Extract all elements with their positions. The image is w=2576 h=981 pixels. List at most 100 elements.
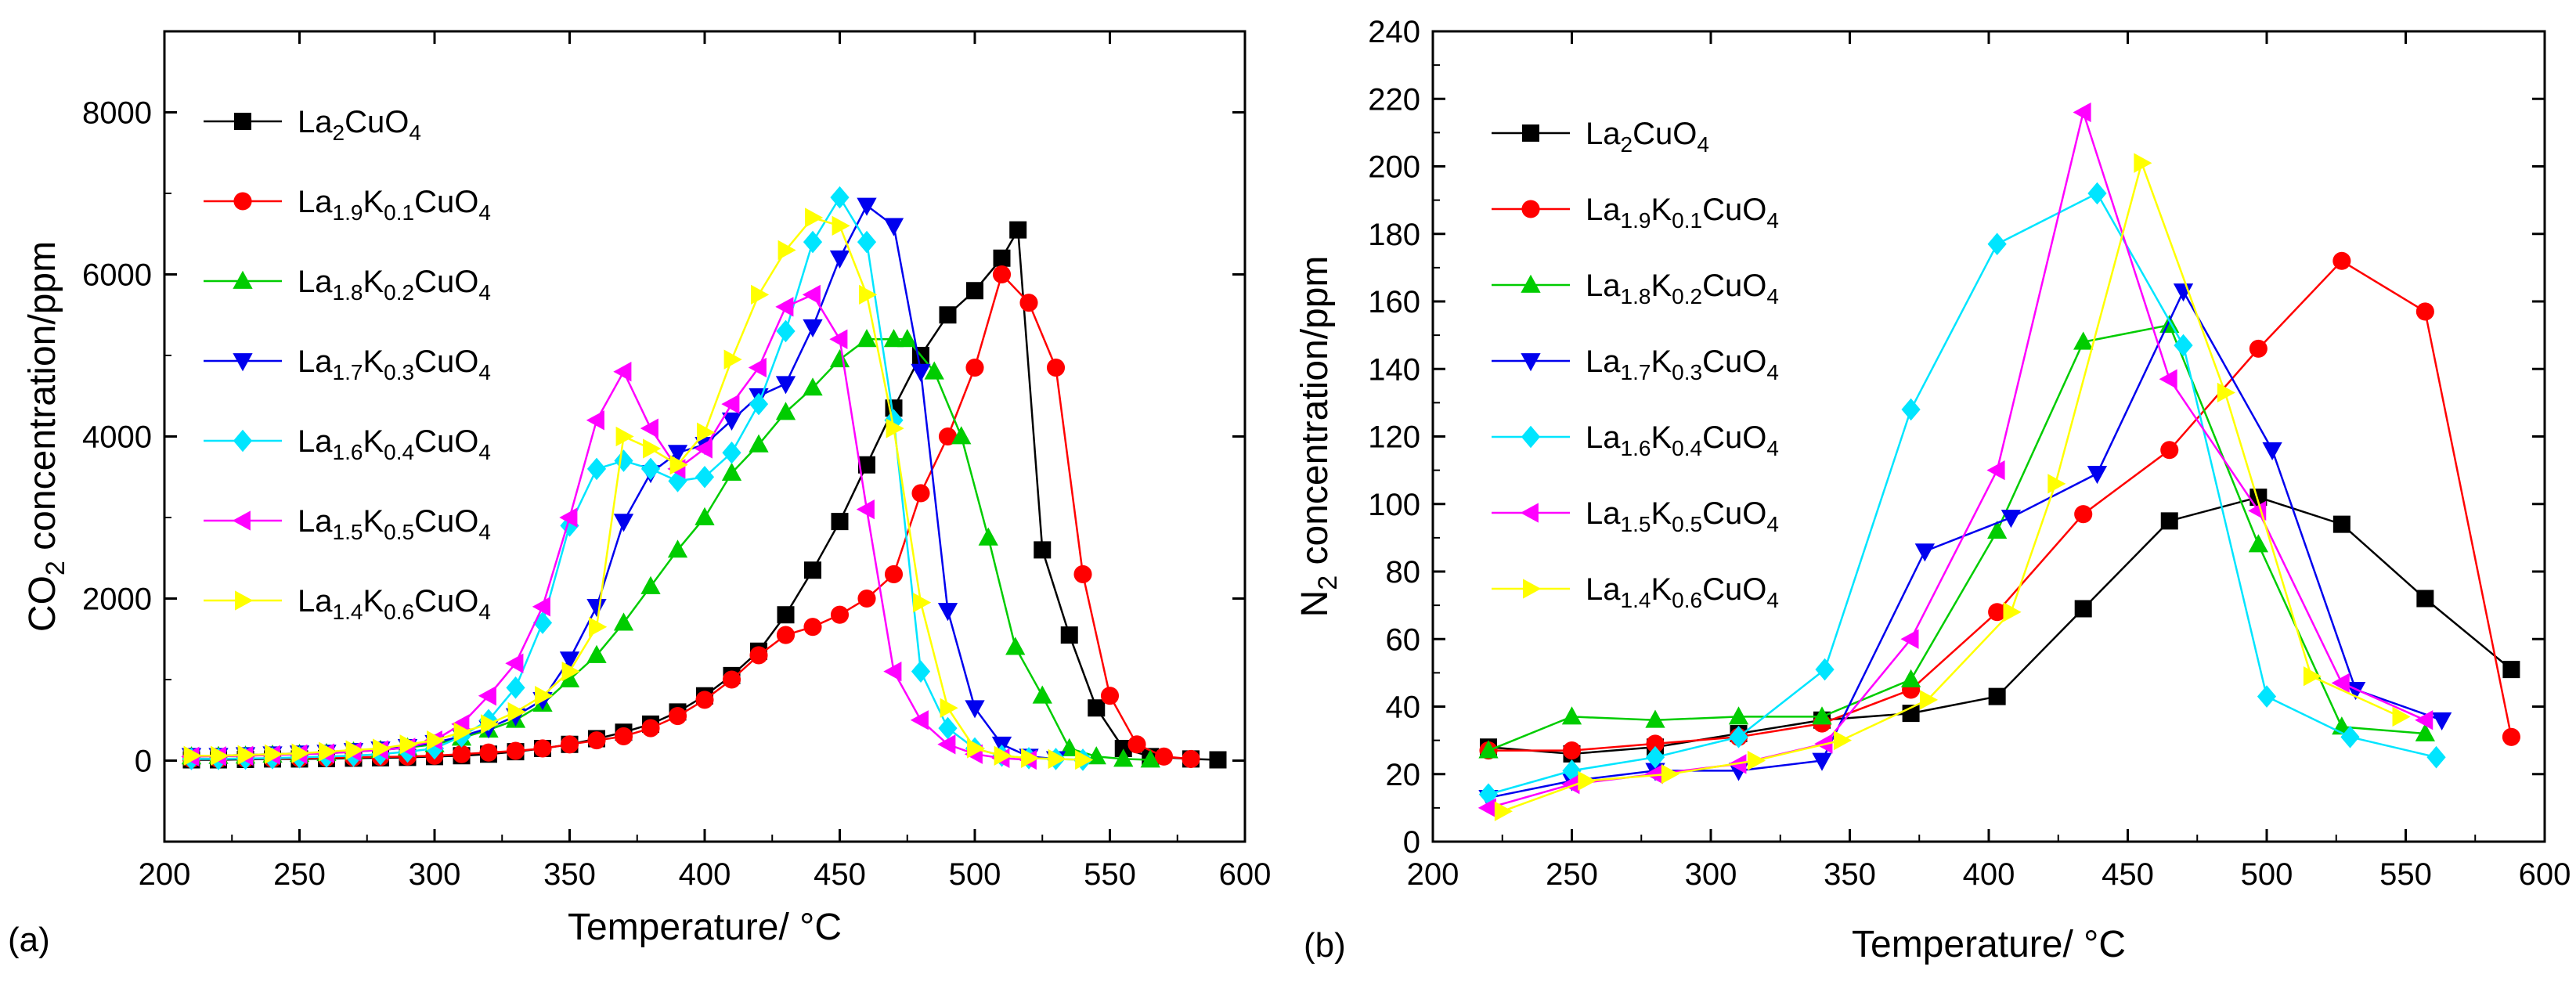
data-point-la1-8k0-2cuo4 [667,539,688,558]
legend-item-la2cuo4: La2CuO4 [1492,117,1709,157]
chart-panel-a: 200 250 300 350 400 450 500 550 600 0 2000 4000 600… [8,30,1272,959]
data-point-la1-4k0-6cuo4 [2003,602,2022,622]
data-point-la1-9k0-1cuo4 [2415,302,2434,321]
y-tick-label: 200 [1368,150,1420,185]
legend-marker [234,113,251,130]
data-point-la1-8k0-2cuo4 [803,377,823,396]
y-tick-label: 6000 [82,258,152,293]
data-point-la1-8k0-2cuo4 [857,329,877,348]
data-point-la1-4k0-6cuo4 [1048,748,1066,770]
data-point-la1-4k0-6cuo4 [453,722,472,742]
legend-marker [1521,200,1540,218]
data-point-la1-4k0-6cuo4 [507,701,526,723]
series-la1-6k0-4cuo4 [1478,182,2446,806]
legend-label: La1.7K0.3CuO4 [298,344,491,384]
data-point-la1-4k0-6cuo4 [2217,382,2235,403]
data-point-la1-9k0-1cuo4 [695,691,714,709]
y-tick-label: 40 [1386,691,1421,725]
series-line-la1-8k0-2cuo4 [1488,323,2426,752]
data-point-la1-5k0-5cuo4 [802,284,821,305]
data-point-la1-9k0-1cuo4 [1988,603,2007,622]
data-point-la2cuo4 [831,513,849,531]
data-point-la1-8k0-2cuo4 [1113,748,1134,767]
data-point-la1-4k0-6cuo4 [265,744,283,764]
data-point-la1-9k0-1cuo4 [2160,441,2179,460]
data-point-la1-4k0-6cuo4 [373,738,391,759]
series-line-la1-4k0-6cuo4 [191,216,1084,761]
data-point-la1-6k0-4cuo4 [695,465,715,489]
data-point-la1-9k0-1cuo4 [965,358,984,377]
data-point-la2cuo4 [858,456,875,474]
data-point-la1-4k0-6cuo4 [1021,748,1040,769]
y-tick-label: 0 [135,745,152,779]
data-point-la1-9k0-1cuo4 [1019,294,1038,312]
data-point-la1-4k0-6cuo4 [1578,770,1596,792]
data-point-la1-9k0-1cuo4 [749,646,768,665]
series-la1-8k0-2cuo4 [181,329,1160,768]
data-point-la1-4k0-6cuo4 [2392,706,2411,727]
data-point-la1-5k0-5cuo4 [505,653,524,673]
data-point-la1-8k0-2cuo4 [775,402,796,420]
data-point-la1-7k0-3cuo4 [911,363,931,382]
data-point-la1-8k0-2cuo4 [2073,331,2094,350]
data-point-la1-4k0-6cuo4 [211,745,229,766]
data-point-la1-4k0-6cuo4 [319,741,337,762]
data-point-la1-6k0-4cuo4 [1645,745,1665,769]
legend-item-la1-8k0-2cuo4: La1.8K0.2CuO4 [1492,269,1779,308]
data-point-la1-9k0-1cuo4 [2502,727,2520,746]
data-point-la2cuo4 [804,561,821,579]
data-point-la1-8k0-2cuo4 [2248,534,2268,553]
y-tick-label: 80 [1386,555,1421,590]
data-point-la1-9k0-1cuo4 [938,427,958,446]
panel-a-x-axis: 200 250 300 350 400 450 500 550 600 [139,31,1272,892]
y-tick-label: 0 [1403,825,1420,860]
data-point-la2cuo4 [1988,687,2006,705]
data-point-la1-4k0-6cuo4 [723,349,742,370]
data-point-la1-7k0-3cuo4 [857,197,877,216]
x-tick-label: 250 [273,857,326,892]
data-point-la1-5k0-5cuo4 [2159,369,2177,389]
data-point-la1-9k0-1cuo4 [2074,505,2093,524]
data-point-la1-5k0-5cuo4 [910,710,929,730]
legend-label: La1.5K0.5CuO4 [1586,496,1779,536]
data-point-la1-4k0-6cuo4 [643,438,662,459]
data-point-la1-4k0-6cuo4 [967,738,986,759]
legend-item-la1-4k0-6cuo4: La1.4K0.6CuO4 [204,584,491,624]
x-tick-label: 600 [1219,857,1272,892]
data-point-la2cuo4 [2332,515,2351,533]
panel-a-legend: La2CuO4 La1.9K0.1CuO4 La1.8K0.2CuO4 La1.7K0… [204,105,491,624]
data-point-la1-4k0-6cuo4 [535,686,554,706]
data-point-la1-8k0-2cuo4 [978,527,998,546]
legend-item-la1-6k0-4cuo4: La1.6K0.4CuO4 [204,424,491,464]
data-point-la1-7k0-3cuo4 [2087,466,2108,485]
data-point-la1-6k0-4cuo4 [586,457,607,481]
data-point-la1-4k0-6cuo4 [589,617,608,637]
data-point-la2cuo4 [2160,512,2178,530]
legend-item-la2cuo4: La2CuO4 [204,105,421,145]
legend-marker [1521,274,1541,293]
data-point-la1-5k0-5cuo4 [1986,460,2005,481]
data-point-la1-4k0-6cuo4 [1075,749,1094,770]
data-point-la1-5k0-5cuo4 [2331,673,2350,693]
data-point-la1-9k0-1cuo4 [857,589,876,608]
legend-label: La1.5K0.5CuO4 [298,504,491,544]
legend-item-la1-8k0-2cuo4: La1.8K0.2CuO4 [204,265,491,305]
series-line-la1-6k0-4cuo4 [1488,192,2437,795]
data-point-la1-8k0-2cuo4 [1478,740,1499,759]
data-point-la1-7k0-3cuo4 [965,700,985,719]
data-point-la1-4k0-6cuo4 [2134,153,2152,173]
y-tick-label: 100 [1368,488,1420,522]
data-point-la1-8k0-2cuo4 [2415,723,2435,741]
data-point-la1-4k0-6cuo4 [1833,730,1853,751]
data-point-la1-4k0-6cuo4 [427,730,446,751]
data-point-la1-4k0-6cuo4 [561,662,580,682]
y-tick-label: 4000 [82,420,152,455]
legend-label: La1.8K0.2CuO4 [1586,269,1779,308]
x-tick-label: 200 [139,857,191,892]
data-point-la1-6k0-4cuo4 [1987,233,2007,255]
data-point-la1-4k0-6cuo4 [1661,764,1679,784]
data-point-la1-6k0-4cuo4 [2340,726,2360,748]
data-point-la1-4k0-6cuo4 [777,240,796,261]
panel-a-x-axis-title: Temperature/ °C [568,907,842,948]
